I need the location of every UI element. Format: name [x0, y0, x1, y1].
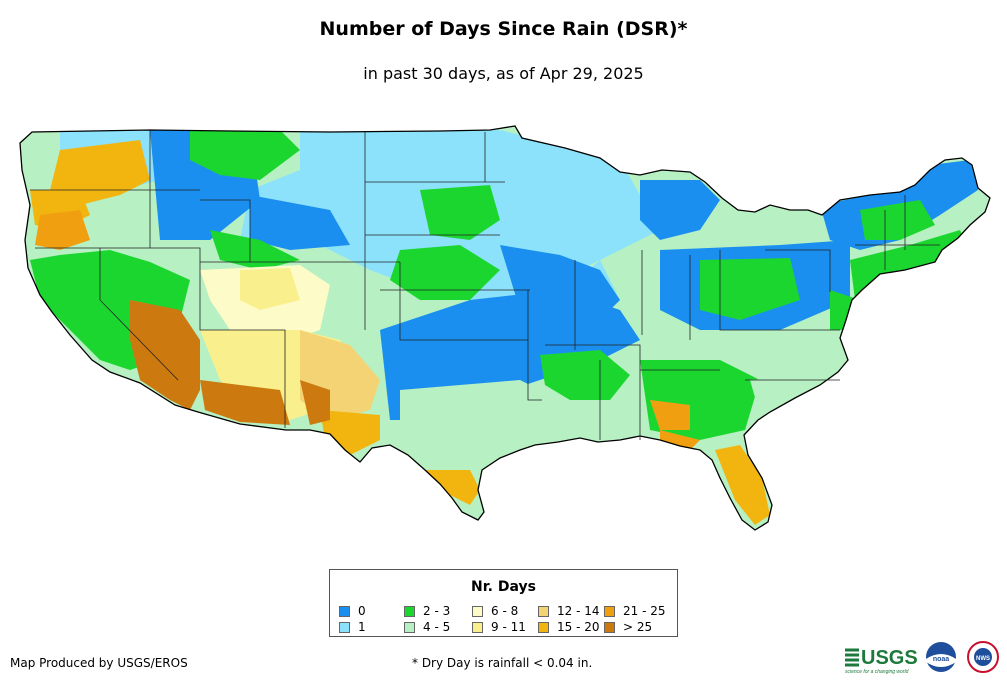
legend-item: 12 - 14 [538, 604, 600, 618]
svg-text:USGS: USGS [861, 647, 918, 669]
legend-item: 9 - 11 [472, 620, 526, 634]
svg-text:science for a changing world: science for a changing world [845, 669, 909, 675]
dsr-region [190, 130, 300, 180]
dsr-region [715, 445, 770, 525]
legend-swatch [472, 605, 483, 617]
dsr-region [420, 185, 500, 240]
svg-text:NWS: NWS [976, 656, 990, 662]
dsr-region [750, 365, 840, 415]
legend-swatch [339, 605, 350, 617]
usgs-logo: USGS science for a changing world [845, 647, 918, 675]
legend-item: 15 - 20 [538, 620, 600, 634]
legend-item: 2 - 3 [404, 604, 450, 618]
legend-item: 6 - 8 [472, 604, 518, 618]
dsr-region [250, 195, 350, 250]
legend-item: 4 - 5 [404, 620, 450, 634]
dsr-region [210, 230, 300, 270]
footnote: * Dry Day is rainfall < 0.04 in. [412, 656, 593, 670]
dsr-region [35, 210, 90, 250]
dsr-region [860, 200, 935, 240]
dsr-region [300, 380, 330, 425]
legend: Nr. Days 0 1 2 - 3 4 - 5 6 - 8 9 - 11 12… [329, 569, 678, 637]
legend-swatch [472, 621, 483, 633]
legend-swatch [404, 605, 415, 617]
agency-logos: USGS science for a changing world noaa N… [845, 641, 999, 675]
map-title: Number of Days Since Rain (DSR)* [319, 18, 688, 40]
dsr-region [50, 140, 150, 205]
legend-item: 21 - 25 [604, 604, 666, 618]
legend-item: 0 [339, 604, 366, 618]
dsr-region [700, 258, 800, 320]
legend-swatch [339, 621, 350, 633]
legend-title: Nr. Days [471, 579, 536, 595]
legend-swatch [538, 621, 549, 633]
nws-logo: NWS [967, 641, 999, 673]
dsr-region [130, 300, 200, 410]
credit-text: Map Produced by USGS/EROS [10, 656, 188, 670]
dsr-region [640, 180, 720, 240]
map-subtitle: in past 30 days, as of Apr 29, 2025 [363, 64, 644, 83]
svg-text:noaa: noaa [933, 656, 949, 663]
legend-item: 1 [339, 620, 366, 634]
dsr-region [390, 245, 500, 300]
legend-swatch [538, 605, 549, 617]
dsr-region [650, 400, 690, 430]
dsr-region [200, 380, 290, 425]
dsr-region [420, 470, 480, 505]
legend-swatch [604, 605, 615, 617]
legend-swatch [604, 621, 615, 633]
dsr-map [19, 125, 991, 531]
dsr-region [540, 350, 630, 400]
legend-swatch [404, 621, 415, 633]
dsr-region [640, 360, 760, 440]
dsr-region [240, 268, 300, 310]
dsr-region [500, 245, 620, 330]
noaa-logo: noaa [926, 642, 956, 672]
legend-item: > 25 [604, 620, 652, 634]
